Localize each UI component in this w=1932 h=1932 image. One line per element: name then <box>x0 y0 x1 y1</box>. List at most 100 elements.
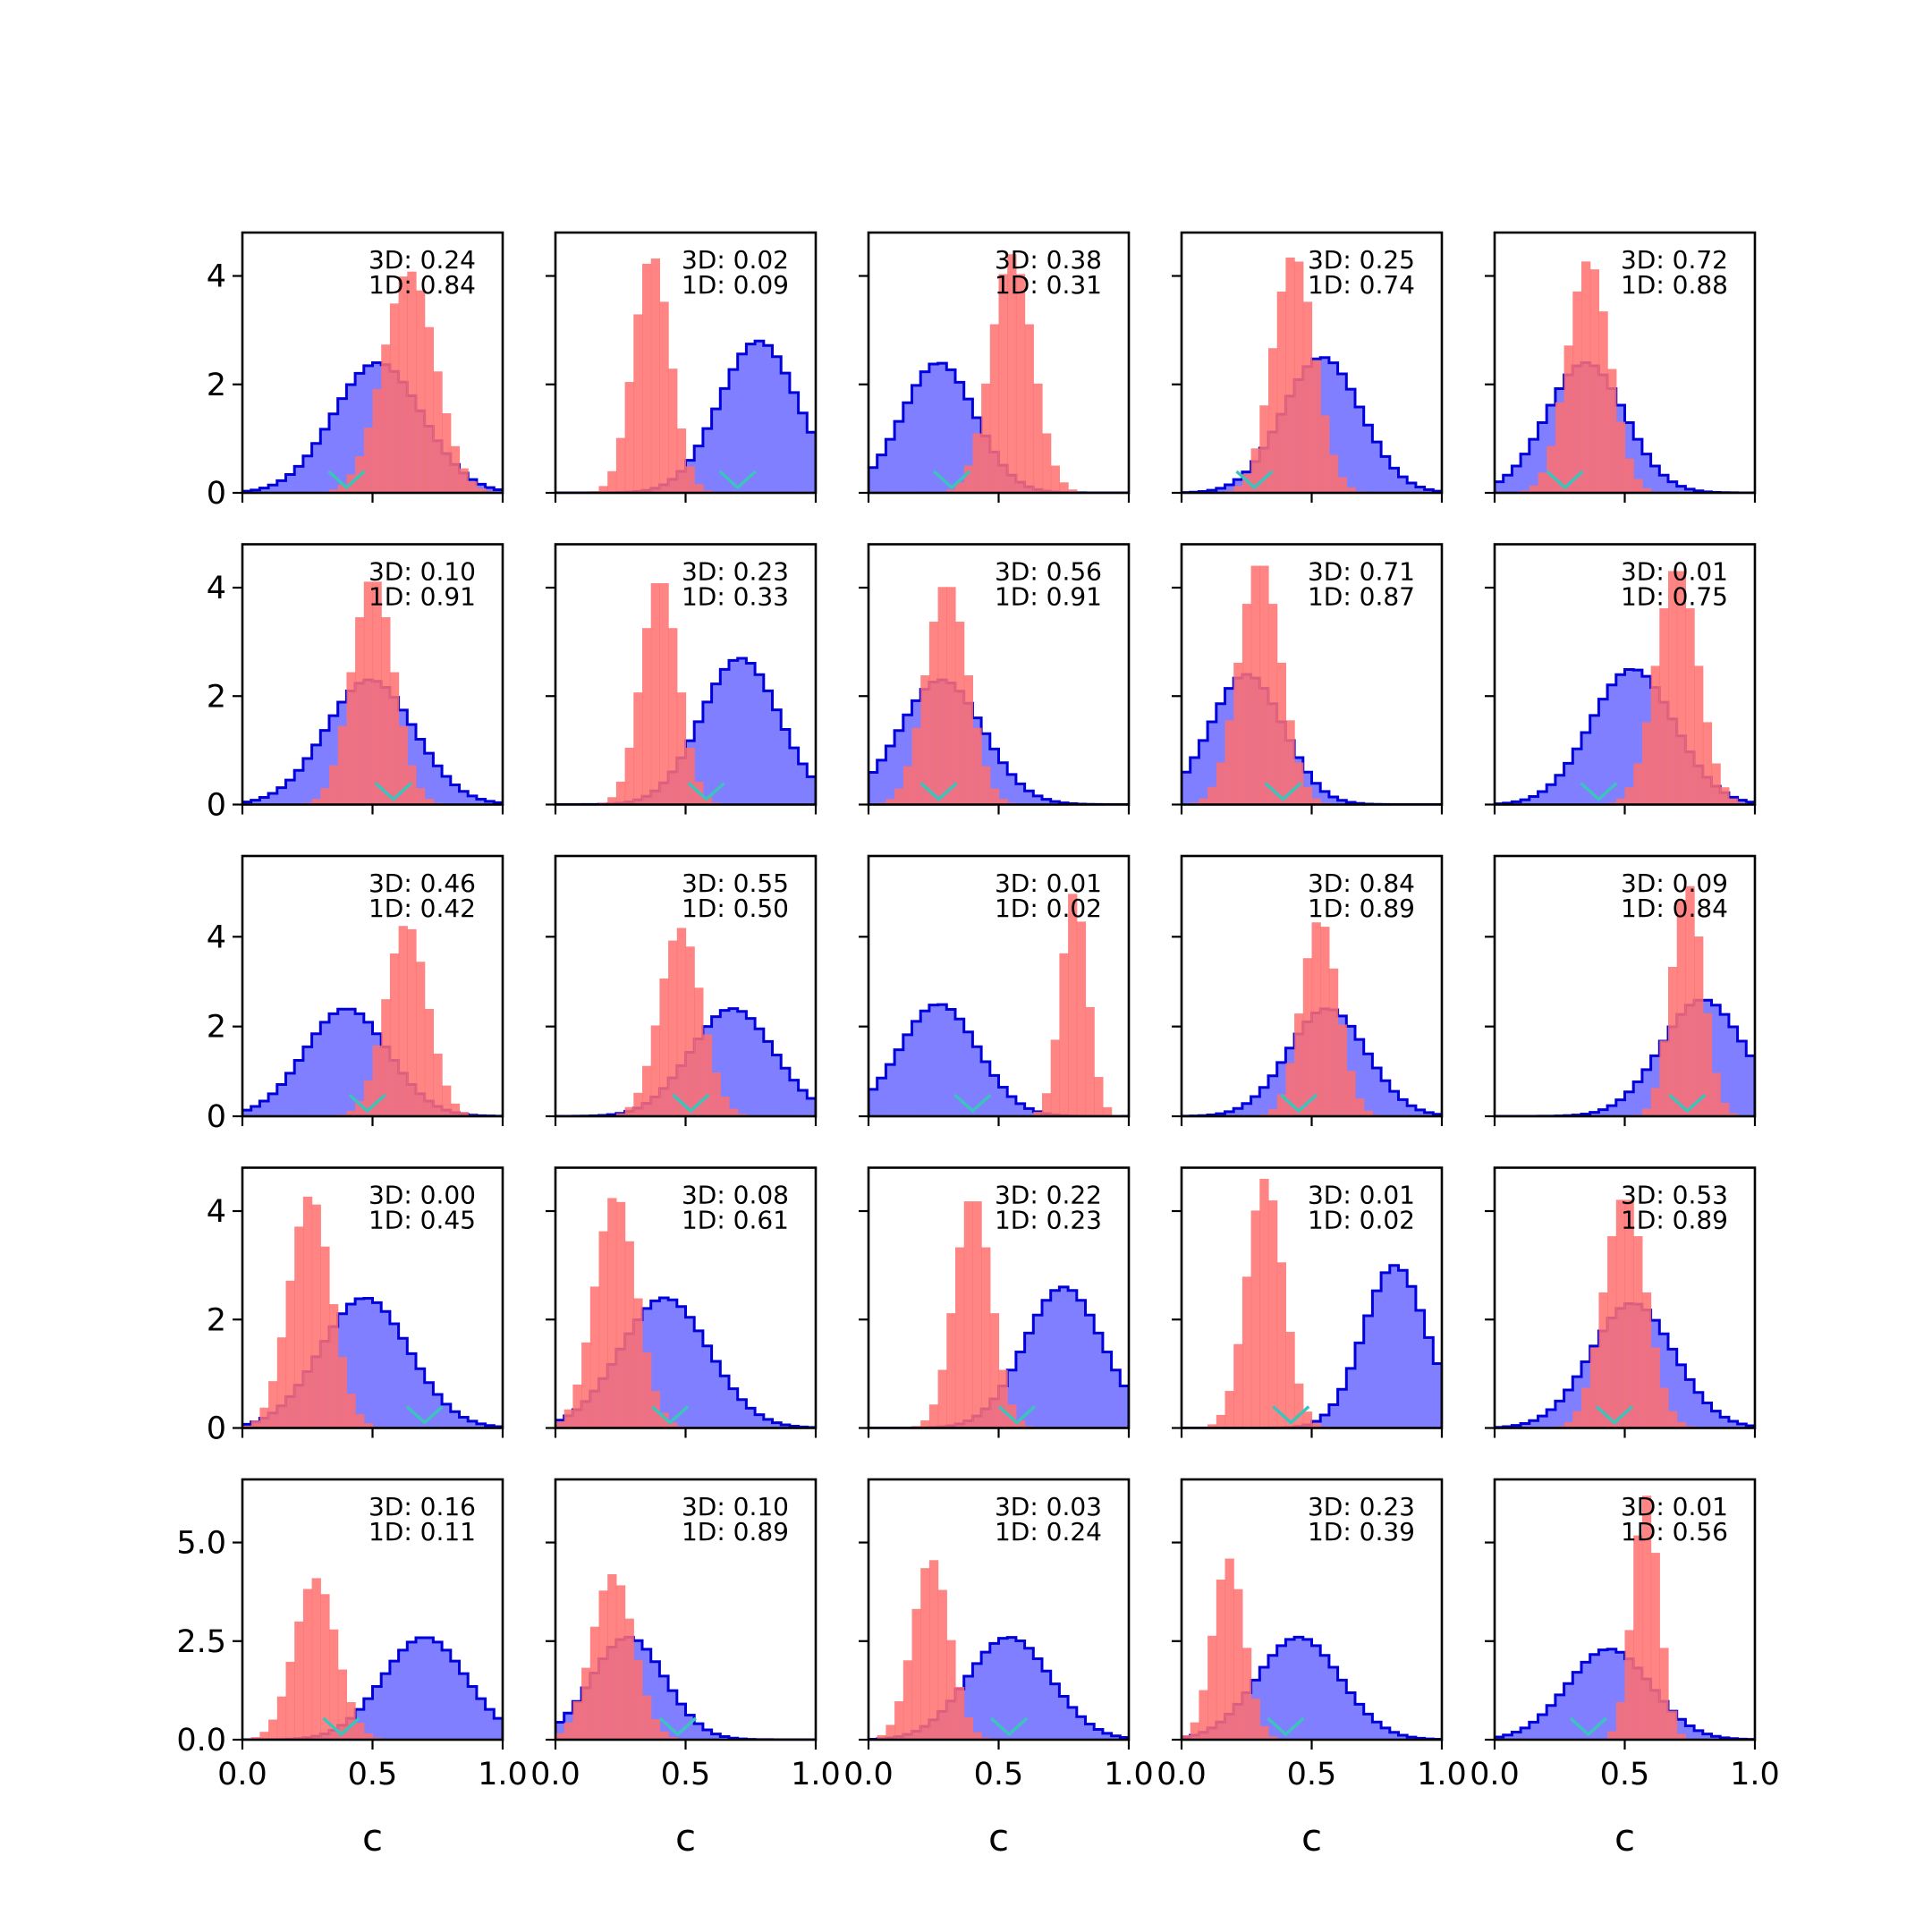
red-hist-bar <box>598 1231 608 1428</box>
red-hist-bar <box>302 1589 313 1740</box>
red-hist-bar <box>1728 798 1739 805</box>
red-hist-bar <box>476 487 487 493</box>
red-hist-bar <box>285 1661 295 1740</box>
blue-hist-bar <box>424 753 434 805</box>
blue-hist-bar <box>1355 1343 1365 1428</box>
red-hist-bar <box>1346 487 1356 493</box>
red-hist-bar <box>572 1384 582 1428</box>
red-hist-bar <box>1268 348 1278 493</box>
blue-hist-bar <box>972 1663 982 1740</box>
annotation-1d: 1D: 0.09 <box>682 270 789 300</box>
blue-hist-bar <box>1555 1694 1565 1740</box>
x-tick-label: 0.0 <box>843 1757 894 1792</box>
red-hist-bar <box>1650 1088 1660 1116</box>
red-hist-bar <box>1068 894 1078 1116</box>
blue-hist-bar <box>807 776 816 805</box>
red-hist-bar <box>642 1065 652 1116</box>
x-tick-label: 1.0 <box>1417 1757 1467 1792</box>
blue-hist-bar <box>1250 1097 1260 1116</box>
y-tick-label: 0 <box>207 476 226 512</box>
red-hist-bar <box>1676 1421 1686 1428</box>
red-hist-bar <box>450 1103 461 1116</box>
red-hist-bar <box>589 1626 600 1740</box>
blue-hist-bar <box>329 413 339 493</box>
blue-hist-bar <box>285 474 295 493</box>
red-hist-bar <box>1050 1039 1060 1116</box>
blue-hist-bar <box>1372 1722 1382 1740</box>
blue-hist-bar <box>1512 801 1521 805</box>
red-hist-bar <box>989 788 1000 805</box>
blue-hist-bar <box>711 1360 721 1428</box>
blue-hist-bar <box>1199 740 1208 805</box>
red-hist-bar <box>650 582 660 805</box>
blue-hist-bar <box>694 1330 704 1428</box>
annotation-3d: 3D: 0.71 <box>1308 557 1415 587</box>
annotation-1d: 1D: 0.31 <box>995 270 1102 300</box>
blue-hist-bar <box>1007 1097 1017 1116</box>
blue-hist-bar <box>329 716 339 805</box>
blue-hist-bar <box>1424 489 1434 493</box>
blue-hist-bar <box>720 669 730 805</box>
red-hist-bar <box>1294 261 1304 493</box>
blue-hist-bar <box>989 749 1000 805</box>
blue-hist-bar <box>346 1303 356 1428</box>
blue-hist-bar <box>1059 1286 1069 1428</box>
blue-hist-bar <box>1007 1369 1017 1428</box>
annotation-1d: 1D: 0.75 <box>1621 582 1728 612</box>
blue-hist-bar <box>320 1021 330 1116</box>
red-hist-bar <box>407 765 417 805</box>
blue-hist-bar <box>302 1046 313 1116</box>
blue-hist-bar <box>1633 1081 1643 1116</box>
panel-plot-area <box>1495 261 1755 493</box>
annotation-1d: 1D: 0.45 <box>369 1206 476 1235</box>
blue-hist-bar <box>972 1046 982 1116</box>
blue-hist-bar <box>1711 1736 1721 1740</box>
red-hist-bar <box>285 1280 295 1428</box>
red-hist-bar <box>1233 1589 1243 1740</box>
blue-hist-bar <box>294 770 304 805</box>
blue-hist-bar <box>1216 703 1226 805</box>
red-hist-bar <box>407 271 417 493</box>
blue-hist-bar <box>1433 1363 1442 1428</box>
red-hist-bar <box>1694 665 1704 805</box>
red-hist-bar <box>981 766 991 805</box>
red-hist-bar <box>1581 261 1591 493</box>
red-hist-bar <box>1668 1710 1678 1740</box>
blue-hist-bar <box>789 748 800 805</box>
red-hist-bar <box>989 324 1000 493</box>
true-value-marker <box>1595 1405 1634 1425</box>
blue-hist-bar <box>1746 1055 1755 1116</box>
annotation-1d: 1D: 0.84 <box>1621 894 1728 923</box>
red-hist-bar <box>1668 571 1678 805</box>
true-value-marker <box>1580 782 1618 801</box>
blue-hist-bar <box>442 776 452 805</box>
red-hist-bar <box>676 428 687 493</box>
red-hist-bar <box>1641 722 1652 805</box>
blue-hist-bar <box>755 674 765 805</box>
blue-hist-bar <box>1007 774 1017 805</box>
red-hist-bar <box>1302 786 1313 805</box>
blue-hist-bar <box>1598 1649 1608 1740</box>
red-hist-bar <box>998 1369 1008 1428</box>
red-hist-bar <box>1711 1072 1721 1116</box>
annotation-1d: 1D: 0.87 <box>1308 582 1415 612</box>
red-hist-bar <box>276 1696 287 1740</box>
red-hist-bar <box>398 276 408 493</box>
blue-hist-bar <box>1720 1014 1730 1116</box>
blue-hist-bar <box>1042 1671 1052 1740</box>
panel-plot-area <box>1495 571 1755 805</box>
true-value-marker <box>919 782 958 801</box>
red-hist-bar <box>1241 604 1252 805</box>
blue-hist-bar <box>720 1736 730 1740</box>
blue-hist-bar <box>737 1399 747 1428</box>
annotation-1d: 1D: 0.74 <box>1308 270 1415 300</box>
red-hist-bar <box>1589 269 1599 493</box>
red-hist-bar <box>294 1621 304 1740</box>
annotation-3d: 3D: 0.23 <box>682 557 789 587</box>
annotation-1d: 1D: 0.33 <box>682 582 789 612</box>
